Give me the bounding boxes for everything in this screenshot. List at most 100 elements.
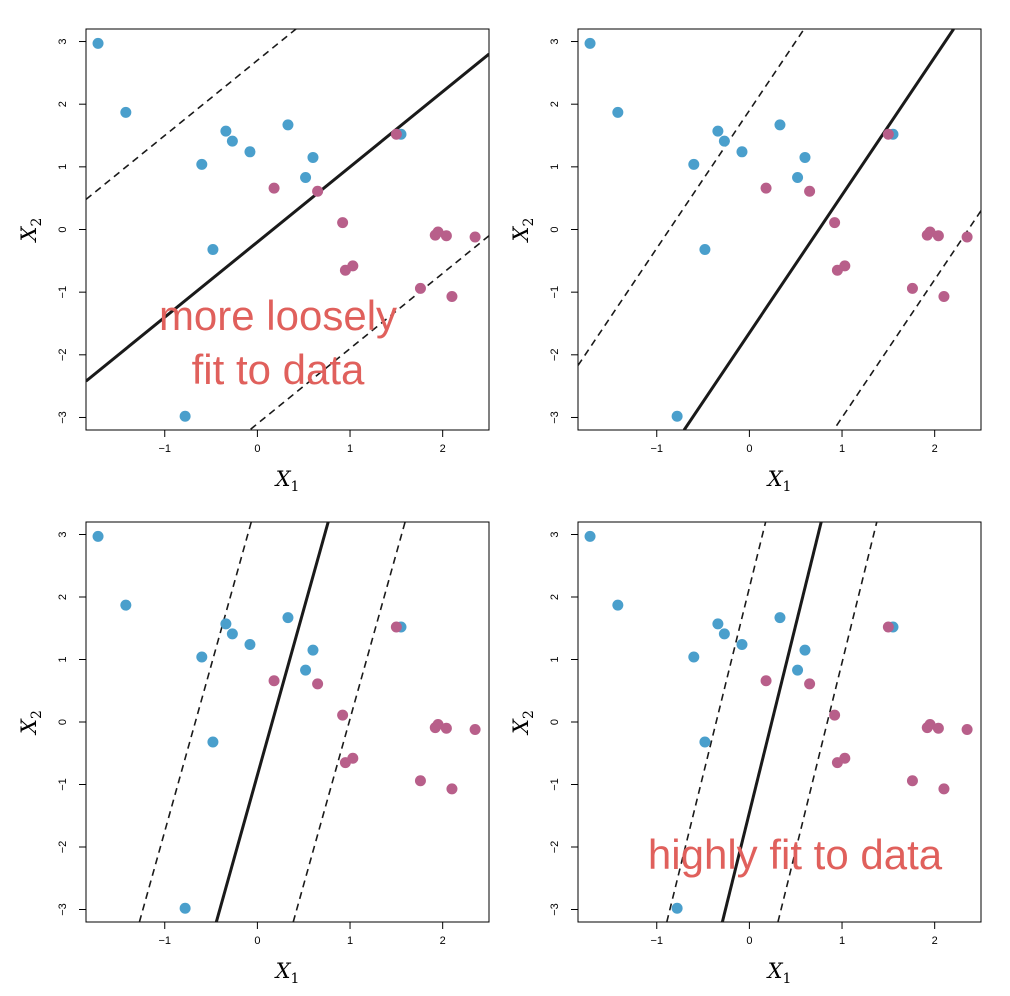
data-point-blue xyxy=(612,599,624,611)
data-point-blue xyxy=(244,639,256,650)
scatter-panel-4: −1 0 1 2 −3 −2 −1 0 1 2 3 X1 X2 highly fit to data xyxy=(509,521,982,987)
data-point-pink xyxy=(337,709,349,721)
data-point-blue xyxy=(671,902,683,914)
data-point-blue xyxy=(688,651,700,663)
margin-line-upper xyxy=(578,29,805,366)
data-point-pink xyxy=(312,185,324,197)
x-axis-label: X1 xyxy=(274,467,300,495)
data-point-blue xyxy=(774,612,786,624)
data-point-pink xyxy=(390,128,402,140)
y-axis-label-subscript: 2 xyxy=(521,710,537,719)
y-tick-label: 2 xyxy=(549,594,561,600)
x-tick-label: 0 xyxy=(254,935,260,947)
y-axis-label-subscript: 2 xyxy=(29,218,45,227)
annotation-text: fit to data xyxy=(192,346,365,393)
margin-line-lower xyxy=(777,522,878,922)
y-axis-label: X2 xyxy=(17,218,45,244)
x-axis-label-subscript: 1 xyxy=(783,971,792,987)
y-tick-label: 0 xyxy=(549,719,561,725)
x-tick-label: 2 xyxy=(440,935,446,947)
plot-frame xyxy=(85,521,490,923)
data-point-blue xyxy=(207,244,219,256)
y-axis-label: X2 xyxy=(509,218,537,244)
x-tick-label: −1 xyxy=(650,443,663,455)
data-point-pink xyxy=(347,752,359,764)
data-point-pink xyxy=(961,724,973,735)
data-point-blue xyxy=(307,151,319,163)
data-point-blue xyxy=(799,151,811,163)
data-point-pink xyxy=(906,282,918,294)
x-axis-label-subscript: 1 xyxy=(291,479,300,495)
x-tick-label: −1 xyxy=(650,935,663,947)
x-tick-label: 2 xyxy=(440,443,446,455)
data-point-blue xyxy=(226,135,238,147)
decision-boundary-line xyxy=(214,522,330,922)
scatter-panel-3: −1 0 1 2 −3 −2 −1 0 1 2 3 X1 X2 xyxy=(17,521,490,987)
margin-line-lower xyxy=(292,522,406,922)
data-point-blue xyxy=(300,171,312,183)
boundary-lines xyxy=(578,29,981,430)
data-point-pink xyxy=(432,226,444,238)
data-point-pink xyxy=(268,675,280,687)
y-tick-label: −1 xyxy=(549,286,561,299)
margin-line-lower xyxy=(832,210,981,430)
data-point-pink xyxy=(414,282,426,294)
data-point-blue xyxy=(92,37,104,49)
data-point-pink xyxy=(938,783,950,795)
x-tick-label: 0 xyxy=(746,443,752,455)
y-tick-label: 1 xyxy=(57,164,69,170)
x-tick-label: 1 xyxy=(347,935,353,947)
data-point-blue xyxy=(220,125,232,137)
x-axis-label: X1 xyxy=(766,467,792,495)
x-tick-label: 2 xyxy=(932,443,938,455)
data-point-blue xyxy=(712,125,724,137)
y-tick-label: 0 xyxy=(549,226,561,232)
data-point-pink xyxy=(760,182,772,194)
decision-boundary-line xyxy=(720,522,823,922)
y-axis-label: X2 xyxy=(17,710,45,736)
data-point-pink xyxy=(829,709,841,721)
x-axis-label: X1 xyxy=(766,959,792,987)
data-point-pink xyxy=(469,231,481,243)
data-point-blue xyxy=(792,664,804,676)
data-point-blue xyxy=(244,146,256,158)
margin-line-upper xyxy=(138,522,253,922)
data-point-pink xyxy=(839,260,851,272)
y-tick-label: 1 xyxy=(57,656,69,662)
y-tick-label: −1 xyxy=(57,778,69,791)
boundary-lines xyxy=(138,522,406,922)
data-point-blue xyxy=(307,644,319,656)
data-point-blue xyxy=(179,902,191,914)
data-point-blue xyxy=(736,146,748,158)
scatter-panel-2: −1 0 1 2 −3 −2 −1 0 1 2 3 X1 X2 xyxy=(509,28,982,495)
data-point-pink xyxy=(469,724,481,735)
y-tick-label: 2 xyxy=(549,101,561,107)
x-tick-label: 0 xyxy=(746,935,752,947)
y-tick-label: −2 xyxy=(57,349,69,362)
data-point-blue xyxy=(196,158,208,170)
margin-line-upper xyxy=(666,522,767,922)
data-point-pink xyxy=(446,783,458,795)
data-point-pink xyxy=(882,621,894,633)
data-point-blue xyxy=(196,651,208,663)
data-point-blue xyxy=(584,530,596,542)
data-point-pink xyxy=(312,678,324,690)
y-tick-label: 1 xyxy=(549,164,561,170)
data-point-pink xyxy=(961,231,973,243)
data-point-blue xyxy=(120,599,132,611)
boundary-lines xyxy=(86,29,489,430)
data-point-blue xyxy=(282,119,294,131)
decision-boundary-line xyxy=(682,29,955,430)
scatter-panel-1: −1 0 1 2 −3 −2 −1 0 1 2 3 X1 X2 more loosely fit to da… xyxy=(17,28,490,495)
y-tick-label: 3 xyxy=(549,38,561,44)
data-point-blue xyxy=(226,628,238,640)
data-point-pink xyxy=(440,722,452,734)
data-point-pink xyxy=(924,226,936,238)
data-point-blue xyxy=(774,119,786,131)
annotation-text: more loosely xyxy=(159,292,397,339)
data-point-pink xyxy=(829,217,841,229)
data-point-pink xyxy=(446,291,458,303)
y-tick-label: 0 xyxy=(57,226,69,232)
margin-line-upper xyxy=(86,29,297,201)
